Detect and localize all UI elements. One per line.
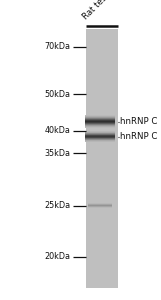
Bar — [85, 133, 115, 134]
Bar — [85, 115, 115, 116]
Text: 40kDa: 40kDa — [45, 126, 71, 135]
Bar — [85, 127, 115, 128]
Bar — [85, 138, 115, 139]
Bar — [85, 121, 115, 122]
Bar — [85, 137, 115, 138]
Bar — [85, 141, 115, 142]
Bar — [85, 117, 115, 118]
Bar — [85, 133, 115, 134]
Text: 35kDa: 35kDa — [45, 148, 71, 158]
Bar — [85, 123, 115, 124]
Bar — [85, 120, 115, 121]
Bar — [85, 121, 115, 122]
Bar — [86, 28, 118, 288]
Bar — [85, 118, 115, 119]
Bar — [85, 132, 115, 133]
Text: 25kDa: 25kDa — [45, 201, 71, 210]
Bar — [85, 131, 115, 132]
Bar — [85, 126, 115, 127]
Bar — [85, 122, 115, 123]
Bar — [85, 124, 115, 125]
Bar — [85, 134, 115, 135]
Bar — [85, 135, 115, 136]
Bar — [85, 116, 115, 117]
Bar — [85, 124, 115, 125]
Bar — [85, 136, 115, 137]
Bar — [85, 137, 115, 138]
Bar — [85, 120, 115, 121]
Bar — [85, 139, 115, 140]
Bar — [85, 138, 115, 139]
Bar — [85, 119, 115, 120]
Bar — [85, 136, 115, 137]
Bar — [85, 118, 115, 119]
Text: 20kDa: 20kDa — [45, 252, 71, 261]
Bar — [85, 140, 115, 141]
Text: Rat testis: Rat testis — [81, 0, 116, 22]
Text: 70kDa: 70kDa — [45, 42, 71, 51]
Text: hnRNP C: hnRNP C — [120, 132, 157, 141]
Bar — [85, 119, 115, 120]
Text: hnRNP C: hnRNP C — [120, 117, 157, 126]
Bar — [85, 125, 115, 126]
Bar — [85, 131, 115, 132]
Text: 50kDa: 50kDa — [45, 90, 71, 99]
Bar — [85, 126, 115, 127]
Bar — [85, 132, 115, 133]
Bar — [85, 136, 115, 137]
Bar — [85, 125, 115, 126]
